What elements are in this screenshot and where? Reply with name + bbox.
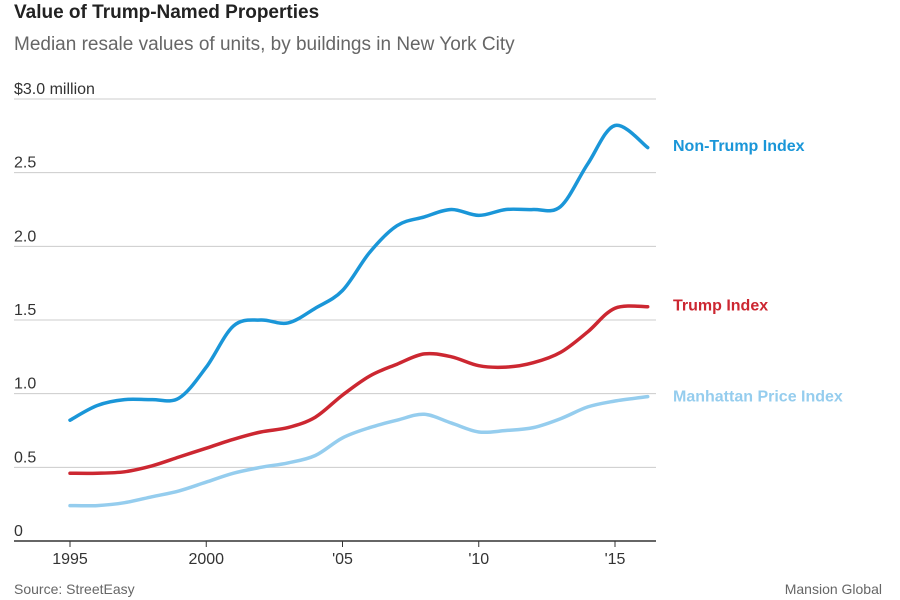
manhattan-price-index-label: Manhattan Price Index <box>673 389 843 406</box>
chart-title: Value of Trump-Named Properties <box>14 2 320 23</box>
manhattan-price-index-line <box>68 394 650 508</box>
y-tick-label: 2.0 <box>14 228 36 245</box>
y-tick-label: 1.0 <box>14 376 36 393</box>
x-tick-label: '15 <box>605 551 626 568</box>
y-tick-label: $3.0 million <box>14 81 95 98</box>
x-tick-label: 1995 <box>52 551 88 568</box>
credit-note: Mansion Global <box>784 581 882 597</box>
source-note: Source: StreetEasy <box>14 581 135 597</box>
non-trump-index-label: Non-Trump Index <box>673 138 805 155</box>
trump-index-line <box>68 304 650 476</box>
x-tick-label: 2000 <box>188 551 224 568</box>
x-tick-label: '10 <box>468 551 489 568</box>
x-tick-label: '05 <box>332 551 353 568</box>
non-trump-index-line <box>68 123 650 422</box>
y-tick-label: 1.5 <box>14 302 36 319</box>
trump-index-label: Trump Index <box>673 297 768 314</box>
chart-subtitle: Median resale values of units, by buildi… <box>14 34 515 55</box>
y-tick-label: 0 <box>14 523 23 540</box>
y-tick-label: 0.5 <box>14 449 36 466</box>
y-tick-label: 2.5 <box>14 155 36 172</box>
